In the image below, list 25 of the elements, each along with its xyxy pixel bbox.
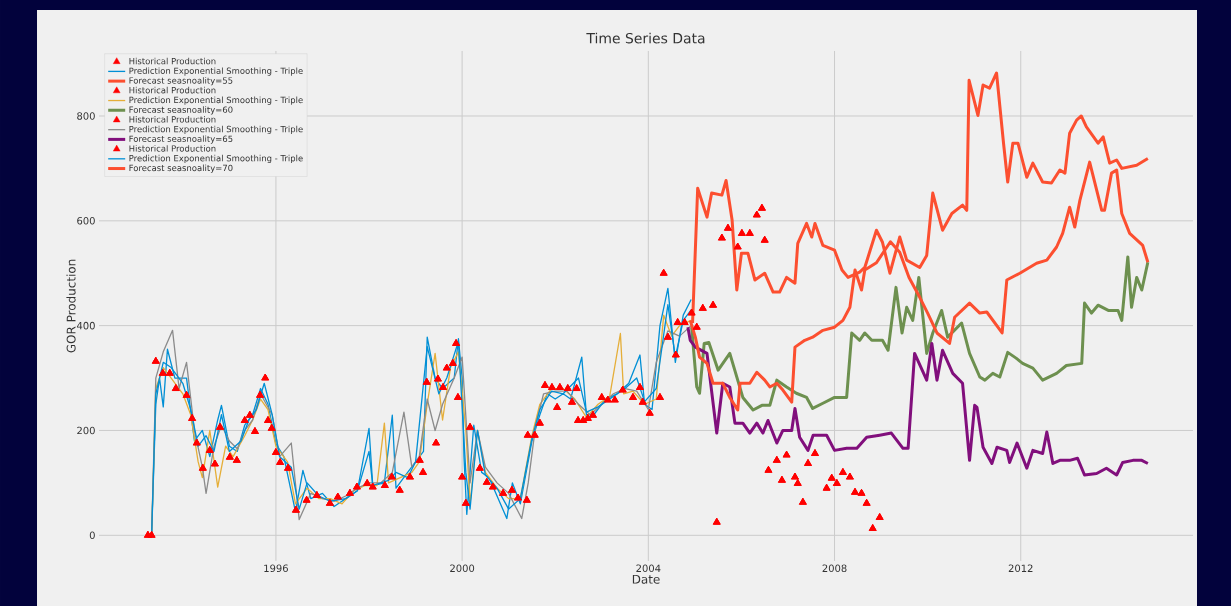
legend-label: Prediction Exponential Smoothing - Triple — [129, 125, 303, 134]
x-tick-label: 1996 — [264, 564, 288, 573]
y-tick-label: 400 — [76, 321, 95, 330]
x-tick-label: 2008 — [822, 564, 847, 573]
legend-label: Prediction Exponential Smoothing - Triple — [129, 96, 303, 105]
legend-label: Historical Production — [129, 86, 216, 94]
y-tick-label: 0 — [89, 531, 95, 540]
legend-label: Prediction Exponential Smoothing - Triple — [129, 154, 303, 164]
x-tick-label: 2012 — [1008, 564, 1033, 573]
x-tick-label: 2000 — [450, 564, 475, 573]
legend-label: Forecast seasnoality=60 — [129, 106, 233, 115]
legend-label: Forecast seasnoality=55 — [129, 77, 233, 86]
legend-label: Prediction Exponential Smoothing - Triple — [129, 67, 303, 76]
legend-label: Forecast seasnoality=70 — [129, 164, 233, 173]
x-tick-label: 2004 — [636, 564, 661, 573]
y-tick-label: 600 — [77, 217, 95, 225]
x-axis-title: Date — [632, 574, 660, 584]
y-axis-title: GOR Production — [66, 259, 76, 353]
y-tick-label: 200 — [77, 426, 95, 435]
legend-label: Forecast seasnoality=65 — [129, 135, 233, 144]
y-tick-label: 800 — [77, 112, 95, 120]
legend-label: Historical Production — [129, 57, 216, 65]
legend-label: Historical Production — [129, 145, 216, 152]
chart-title: Time Series Data — [586, 32, 705, 44]
legend-label: Historical Production — [129, 116, 216, 123]
